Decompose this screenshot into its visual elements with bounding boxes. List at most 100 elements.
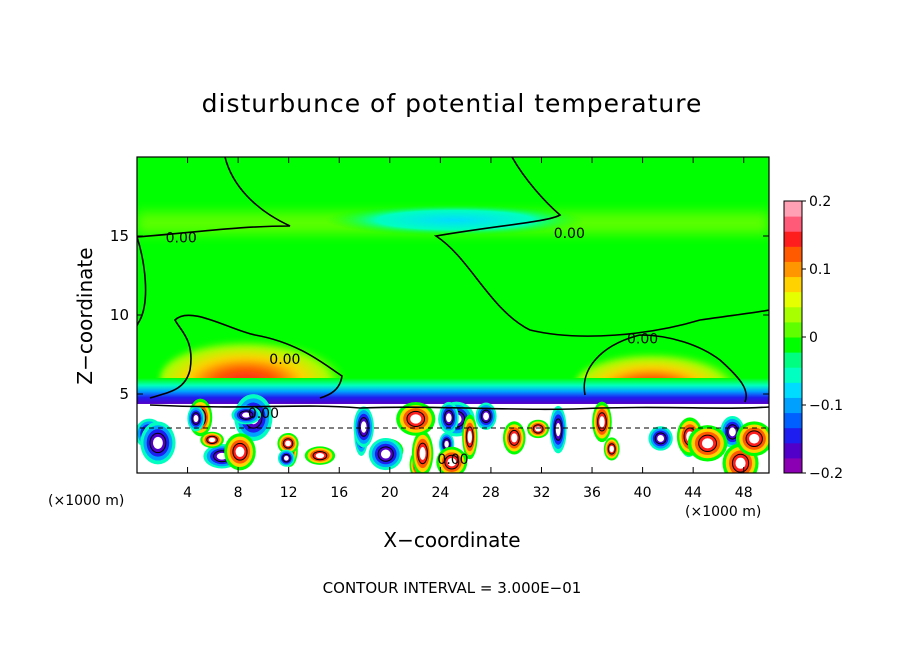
x-tick-label: 36 (583, 485, 601, 501)
x-tick-label: 28 (482, 485, 500, 501)
colorbar-segment (784, 261, 802, 278)
x-tick-label: 12 (280, 485, 298, 501)
contour-label: 0.00 (248, 406, 279, 422)
colorbar-tick-label: 0 (809, 330, 818, 346)
turbulent-cell-contour (206, 435, 218, 445)
contour-upper-left (137, 157, 291, 238)
y-tick-label: 10 (110, 306, 129, 324)
y-tick-label: 5 (119, 385, 129, 403)
turbulent-cell-contour (480, 409, 492, 423)
contour-left-lobe (149, 314, 343, 399)
y-axis-label: Z−coordinate (73, 247, 97, 384)
contour-labels: 0.00 0.00 0.00 0.00 0.00 0.00 (166, 226, 659, 468)
turbulent-cell-contour (465, 426, 474, 448)
turbulent-cell (483, 412, 489, 421)
turbulent-cell-contour (358, 417, 369, 437)
turbulent-cell-contour (191, 412, 201, 425)
turbulent-cell (609, 445, 614, 453)
turbulent-cell (467, 430, 472, 444)
plot-area: 0.00 0.00 0.00 0.00 0.00 0.00 (137, 157, 769, 473)
turbulent-cell-contour (443, 410, 454, 426)
turbulent-cell-contour (282, 438, 294, 449)
x-tick-label: 40 (634, 485, 652, 501)
contour-upper-right (433, 157, 769, 337)
y-axis: 5 10 15 (110, 227, 769, 403)
turbulent-cell-contour (654, 432, 667, 445)
colorbar-segment (784, 201, 802, 217)
turbulent-cell-contour (149, 432, 167, 454)
colorbar-segment (784, 457, 802, 474)
turbulent-cell (315, 453, 325, 459)
colorbar-segment (784, 367, 802, 383)
x-unit-label-right: (×1000 m) (685, 504, 761, 520)
turbulent-cell-contour (377, 446, 394, 462)
turbulent-cells (137, 394, 769, 473)
turbulent-cell (193, 414, 199, 423)
colorbar-segment (784, 427, 802, 444)
colorbar-segment (784, 337, 802, 353)
x-tick-label: 32 (533, 485, 551, 501)
turbulent-cell (446, 413, 452, 423)
colorbar-segment (784, 382, 802, 398)
cyan-core (325, 204, 585, 236)
turbulent-cell (535, 426, 542, 432)
x-tick-label: 8 (234, 485, 243, 501)
colorbar-tick-label: −0.1 (809, 398, 843, 414)
turbulent-cell (380, 449, 391, 459)
turbulent-cell (511, 433, 518, 443)
x-axis-label: X−coordinate (383, 528, 520, 552)
turbulent-cell-contour (508, 429, 520, 446)
turbulent-cell (360, 421, 367, 433)
colorbar-segment (784, 246, 802, 262)
turbulent-cell (444, 440, 449, 448)
colorbar-tick-label: 0.1 (809, 262, 831, 278)
turbulent-cell-contour (232, 442, 248, 461)
turbulent-cell-contour (553, 418, 563, 441)
contour-label: 0.00 (166, 231, 197, 247)
turbulent-cell-contour (282, 453, 291, 463)
turbulent-cell (555, 422, 561, 437)
turbulent-cell (235, 446, 245, 457)
colorbar-segment (784, 352, 802, 368)
turbulent-cell-contour (532, 424, 544, 434)
contour-label: 0.00 (627, 332, 658, 348)
colorbar-segment (784, 442, 802, 459)
turbulent-cell (735, 457, 746, 469)
colorbar-segment (784, 412, 802, 429)
y-tick-label: 15 (110, 227, 129, 245)
turbulent-cell-contour (607, 443, 616, 455)
contour-label: 0.00 (269, 352, 300, 368)
turbulent-cell-contour (312, 450, 328, 461)
zero-contours (137, 157, 769, 411)
x-tick-label: 44 (684, 485, 702, 501)
x-axis: 4 8 12 16 20 24 28 32 36 40 44 48 (183, 157, 753, 501)
colorbar-tick-label: −0.2 (809, 466, 843, 482)
colorbar-segment (784, 306, 802, 323)
turbulent-cell (410, 414, 422, 424)
colorbar-tick-label: 0.2 (809, 194, 831, 210)
turbulent-cell (729, 427, 736, 437)
turbulent-cell (285, 440, 292, 447)
turbulent-cell (657, 435, 665, 442)
x-unit-label-left: (×1000 m) (48, 493, 124, 509)
turbulent-cell (284, 455, 289, 461)
turbulent-cell (749, 433, 760, 444)
turbulent-cell-contour (745, 430, 763, 448)
colorbar-segment (784, 397, 802, 414)
turbulent-cell (208, 437, 216, 443)
contour-band (149, 404, 769, 411)
colorbar-segment (784, 231, 802, 247)
x-tick-label: 20 (381, 485, 399, 501)
colorbar-segment (784, 216, 802, 232)
colorbar-segment (784, 321, 802, 338)
contour-interval-note: CONTOUR INTERVAL = 3.000E−01 (323, 579, 582, 597)
x-tick-label: 24 (431, 485, 449, 501)
turbulent-cell (599, 416, 605, 428)
turbulent-cell-contour (406, 410, 426, 428)
colorbar-segment (784, 291, 802, 308)
colorbar: 0.2 0.1 0 −0.1 −0.2 (783, 194, 843, 482)
turbulent-cell-contour (239, 410, 254, 420)
contour-label: 0.00 (437, 452, 468, 468)
x-tick-label: 16 (330, 485, 348, 501)
x-tick-label: 4 (183, 485, 192, 501)
